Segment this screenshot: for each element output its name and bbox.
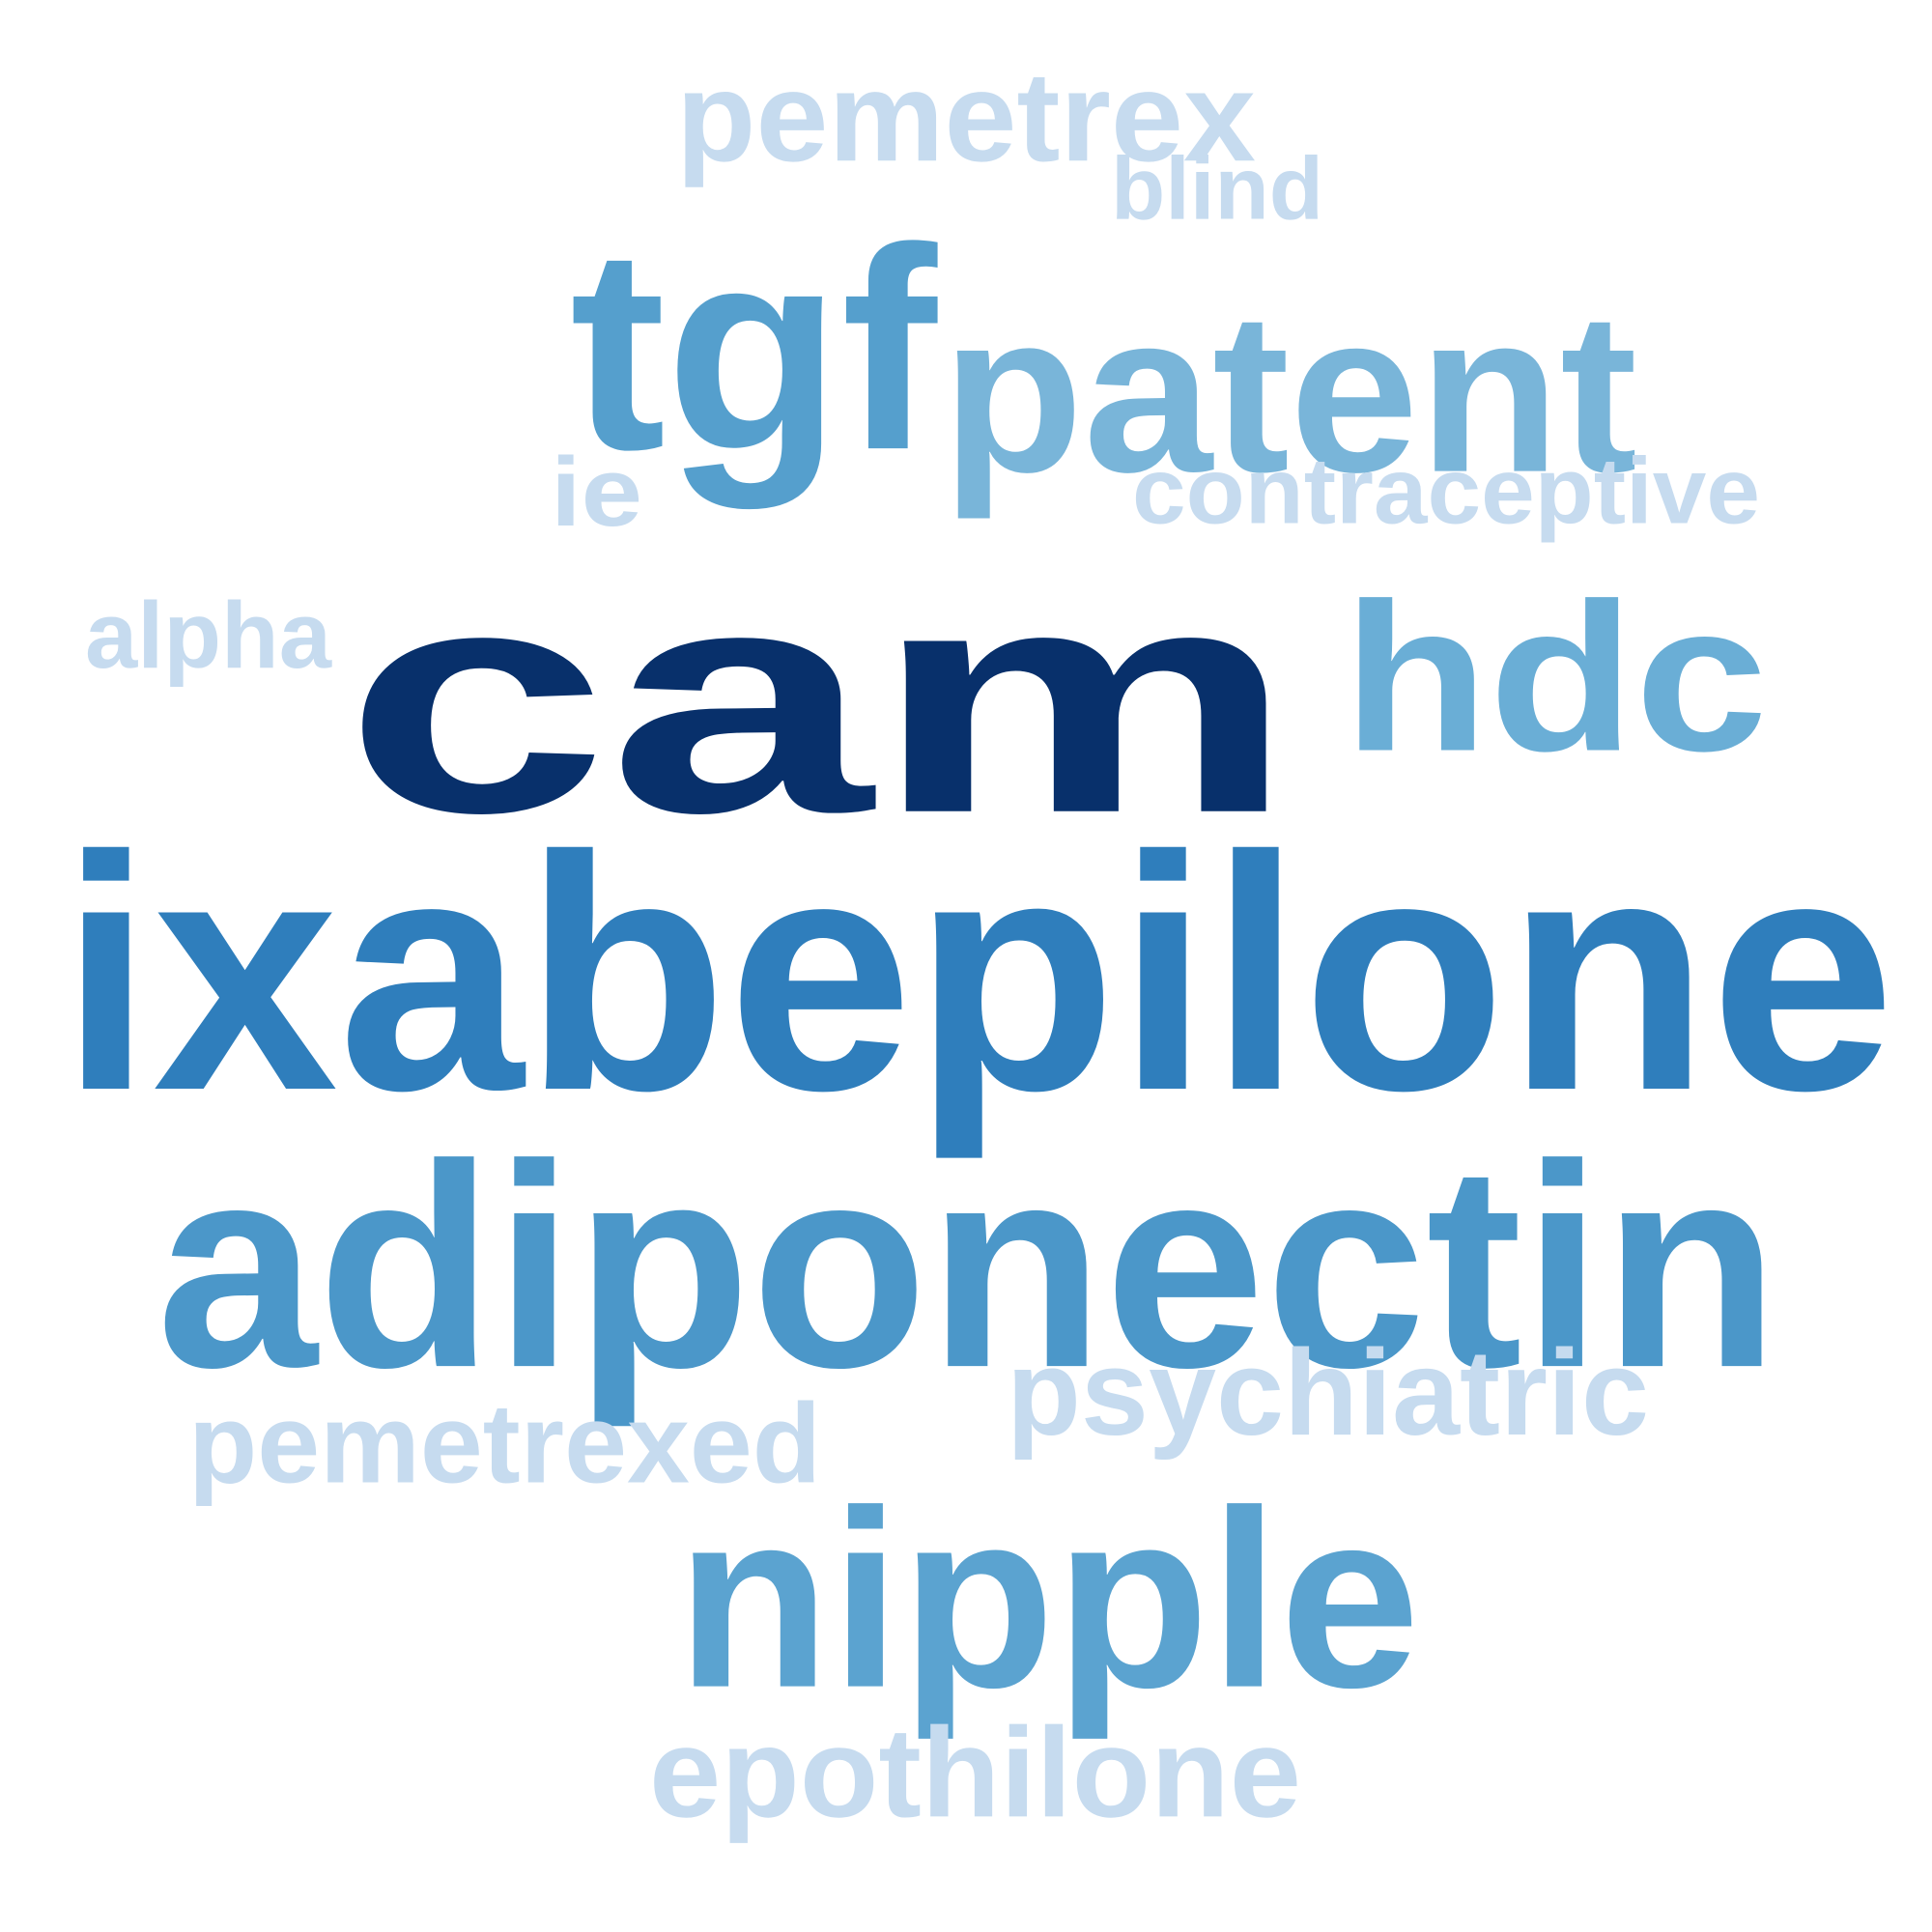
word-nipple: nipple	[676, 1458, 1421, 1741]
word-pemetrex: pemetrex	[676, 45, 1257, 188]
word-blind: blind	[1111, 139, 1323, 239]
word-ie: ie	[551, 438, 643, 548]
word-ixabepilone: ixabepilone	[60, 786, 1896, 1160]
word-tgf: tgf	[570, 188, 938, 510]
word-patent: patent	[942, 264, 1638, 521]
word-psychiatric: psychiatric	[1007, 1325, 1649, 1462]
word-pemetrexed: pemetrexed	[188, 1380, 822, 1507]
word-epothilone: epothilone	[649, 1701, 1302, 1845]
word-contraceptive: contraceptive	[1132, 438, 1760, 544]
word-adiponectin: adiponectin	[156, 1105, 1779, 1429]
word-hdc: hdc	[1343, 558, 1769, 796]
word-alpha: alpha	[85, 582, 331, 689]
word-cam: cam	[344, 519, 1296, 880]
